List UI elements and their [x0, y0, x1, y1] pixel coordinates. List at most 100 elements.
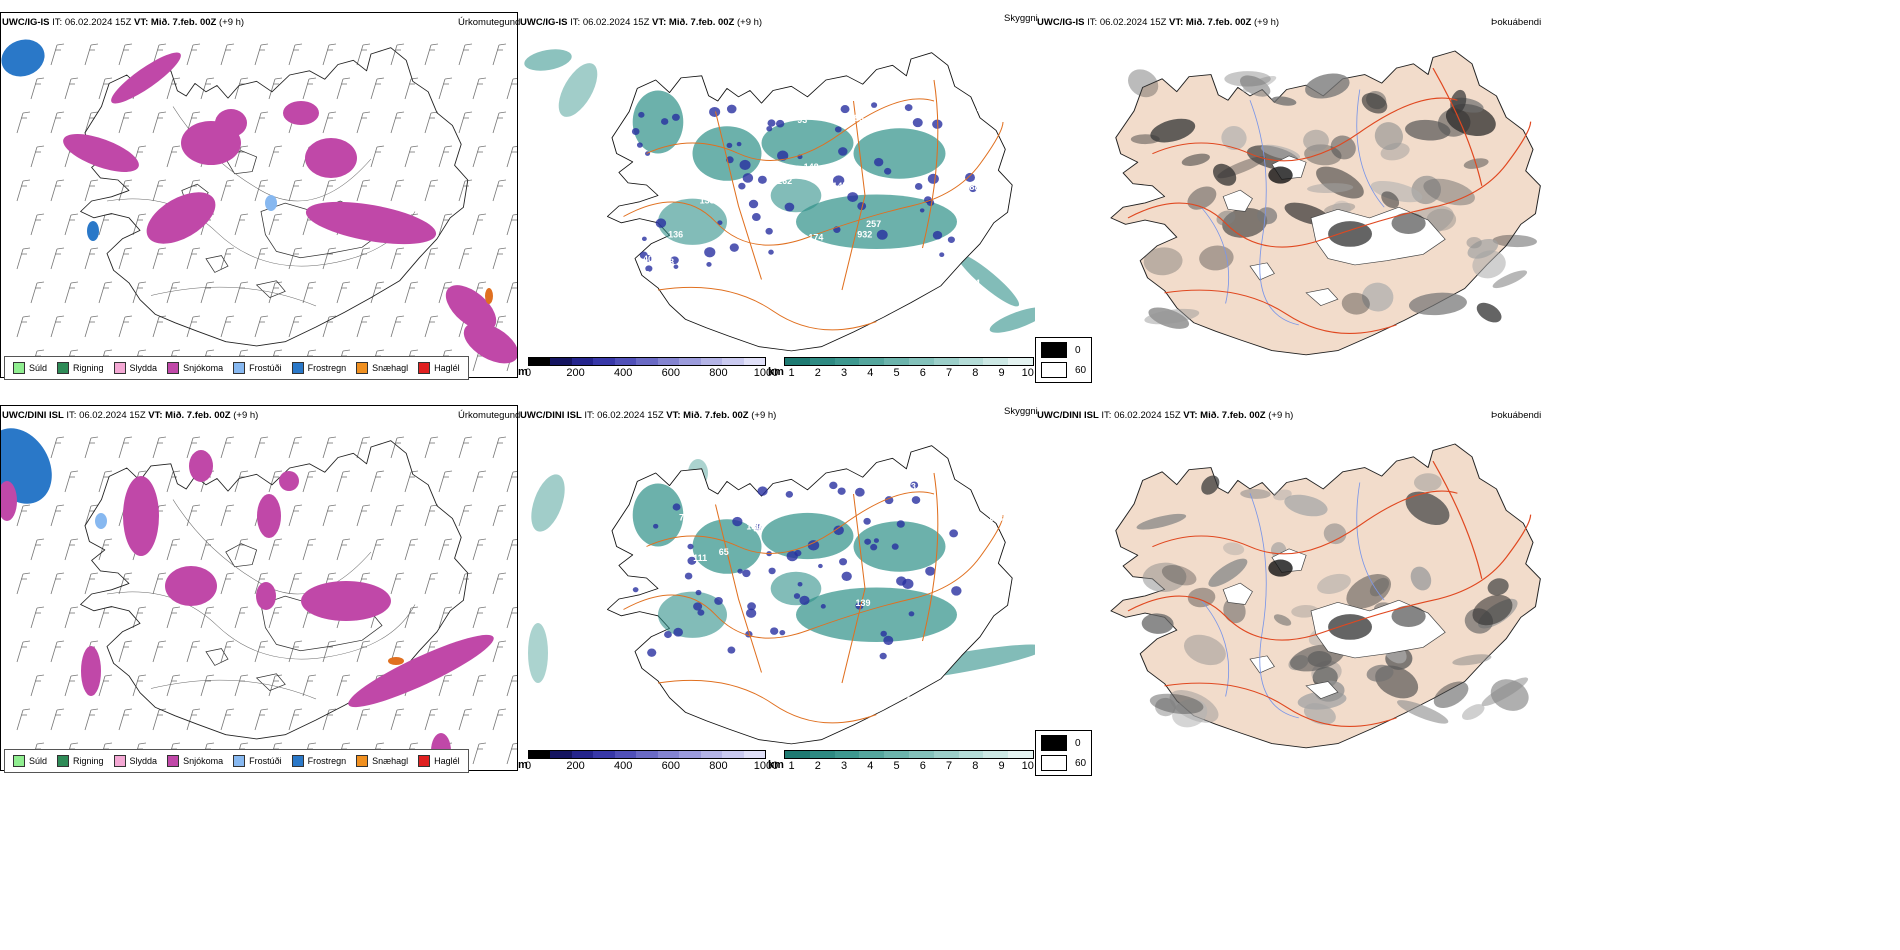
- visibility-tick-label: 6: [919, 367, 926, 379]
- ceiling-tick-label: 200: [566, 760, 585, 772]
- vt-value: Mið. 7.feb. 00Z: [1200, 410, 1266, 421]
- vt-value: Mið. 7.feb. 00Z: [165, 410, 231, 421]
- precip-type-panel: Súld Rigning Slydda Snjókoma Frostúði Frostre…: [0, 405, 521, 775]
- legend-swatch: [233, 362, 246, 374]
- visibility-colorbar: 1 2 3 4 5 6 7 8 9 10: [784, 750, 1034, 772]
- legend-item: Súld: [13, 755, 47, 767]
- visibility-tick-label: 6: [919, 760, 926, 772]
- panel-title-visibility: Skyggni: [1004, 13, 1038, 24]
- fog-legend: 0 60: [1035, 337, 1092, 383]
- legend-item: Frostúði: [233, 755, 282, 767]
- ceiling-value-label: 218: [977, 103, 992, 113]
- precip-map-frame: [0, 405, 518, 771]
- visibility-colorbar: 1 2 3 4 5 6 7 8 9 10: [784, 357, 1034, 379]
- legend-label: Frostúði: [249, 756, 282, 766]
- it-label: IT:: [1087, 17, 1098, 28]
- vt-label: VT:: [148, 410, 163, 421]
- panel-title-precip: Úrkomutegund: [458, 410, 521, 421]
- visibility-map: 387 95 65 231 141 138 185 136 98 200 130 67 77 111 139…: [528, 445, 1035, 745]
- ceiling-value-label: 111: [693, 553, 707, 563]
- legend-swatch: [13, 362, 25, 374]
- legend-label: Haglél: [434, 756, 460, 766]
- ceiling-value-label: 152: [740, 95, 755, 105]
- ceiling-value-label: 174: [808, 233, 823, 243]
- fog-high-label: 0: [1075, 344, 1081, 356]
- legend-item: Súld: [13, 362, 47, 374]
- ceiling-value-label: 185: [667, 569, 682, 579]
- legend-swatch: [291, 362, 304, 374]
- visibility-tick-label: 2: [814, 760, 821, 772]
- ceiling-value-label: 257: [866, 219, 881, 229]
- it-label: IT:: [1101, 410, 1112, 421]
- visibility-tick-label: 3: [840, 760, 848, 772]
- run-header: UWC/DINI ISL IT: 06.02.2024 15Z VT: Mið.…: [2, 410, 258, 421]
- vt-label: VT:: [1169, 17, 1184, 28]
- it-value: 06.02.2024 15Z: [597, 410, 664, 421]
- legend-swatch: [233, 755, 246, 767]
- legend-item: Frostregn: [291, 362, 346, 374]
- legend-item: Haglél: [418, 755, 460, 767]
- fog-high-swatch: [1041, 735, 1067, 751]
- ceiling-value-label: 277: [907, 695, 922, 705]
- vt-label: VT:: [652, 17, 667, 28]
- ceiling-value-label: 139: [856, 598, 871, 608]
- ceiling-value-label: 243: [843, 90, 858, 100]
- vt-label: VT:: [1183, 410, 1198, 421]
- ceiling-tick-label: 400: [614, 367, 633, 379]
- fog-map: [1110, 443, 1541, 749]
- ceiling-value-label: 406: [643, 254, 658, 264]
- legend-label: Rigning: [73, 363, 104, 373]
- ceiling-value-label: 200: [946, 693, 961, 703]
- ceiling-value-label: 293: [942, 133, 957, 143]
- lead-time: (+9 h): [737, 17, 763, 28]
- visibility-tick-label: 10: [1021, 367, 1034, 379]
- it-label: IT:: [66, 410, 77, 421]
- lead-time: (+9 h): [751, 410, 777, 421]
- ceiling-value-label: 95: [824, 696, 834, 706]
- visibility-tick-label: 7: [945, 367, 953, 379]
- legend-swatch: [291, 755, 304, 767]
- model-name: UWC/DINI ISL: [520, 410, 582, 421]
- run-header: UWC/DINI ISL IT: 06.02.2024 15Z VT: Mið.…: [520, 410, 776, 421]
- run-header: UWC/DINI ISL IT: 06.02.2024 15Z VT: Mið.…: [1037, 410, 1293, 421]
- ceiling-value-label: 77: [679, 513, 689, 523]
- precip-map: [1, 428, 517, 770]
- vt-label: VT:: [666, 410, 681, 421]
- ceiling-tick-label: 1000: [753, 367, 779, 379]
- run-header: UWC/IG-IS IT: 06.02.2024 15Z VT: Mið. 7.…: [1037, 17, 1279, 28]
- ceiling-value-label: 932: [857, 229, 872, 239]
- legend-item: Frostúði: [233, 362, 282, 374]
- ceiling-value-label: 108: [727, 79, 742, 89]
- vt-label: VT:: [134, 17, 149, 28]
- ceiling-unit: m: [518, 366, 528, 378]
- legend-item: Snæhagl: [356, 362, 408, 374]
- ceiling-tick-label: 200: [566, 367, 585, 379]
- it-label: IT:: [584, 410, 595, 421]
- ceiling-value-label: 136: [950, 562, 965, 572]
- ceiling-tick-label: 400: [614, 760, 633, 772]
- run-header: UWC/IG-IS IT: 06.02.2024 15Z VT: Mið. 7.…: [2, 17, 244, 28]
- fog-indicator-panel: UWC/IG-IS IT: 06.02.2024 15Z VT: Mið. 7.…: [1035, 12, 1555, 384]
- visibility-tick-label: 4: [867, 760, 874, 772]
- visibility-tick-label: 3: [840, 367, 848, 379]
- lead-time: (+9 h): [1268, 410, 1294, 421]
- legend-label: Slydda: [129, 363, 158, 373]
- model-name: UWC/DINI ISL: [2, 410, 64, 421]
- legend-item: Snjókoma: [167, 755, 223, 767]
- visibility-tick-label: 5: [893, 760, 900, 772]
- fog-low-label: 60: [1075, 757, 1087, 769]
- ceiling-value-label: 136: [668, 230, 683, 240]
- visibility-tick-label: 8: [972, 760, 979, 772]
- ceiling-value-label: 141: [689, 512, 704, 522]
- ceiling-value-label: 138: [988, 513, 1003, 523]
- legend-label: Slydda: [129, 756, 158, 766]
- legend-label: Frostregn: [307, 756, 347, 766]
- ceiling-value-label: 115: [948, 501, 963, 511]
- lead-time: (+9 h): [233, 410, 259, 421]
- ceiling-tick-label: 600: [661, 367, 680, 379]
- legend-item: Snæhagl: [356, 755, 408, 767]
- legend-item: Slydda: [113, 755, 158, 767]
- ceiling-value-label: 208: [942, 513, 957, 523]
- ceiling-value-label: 93: [797, 115, 807, 125]
- visibility-tick-label: 2: [814, 367, 821, 379]
